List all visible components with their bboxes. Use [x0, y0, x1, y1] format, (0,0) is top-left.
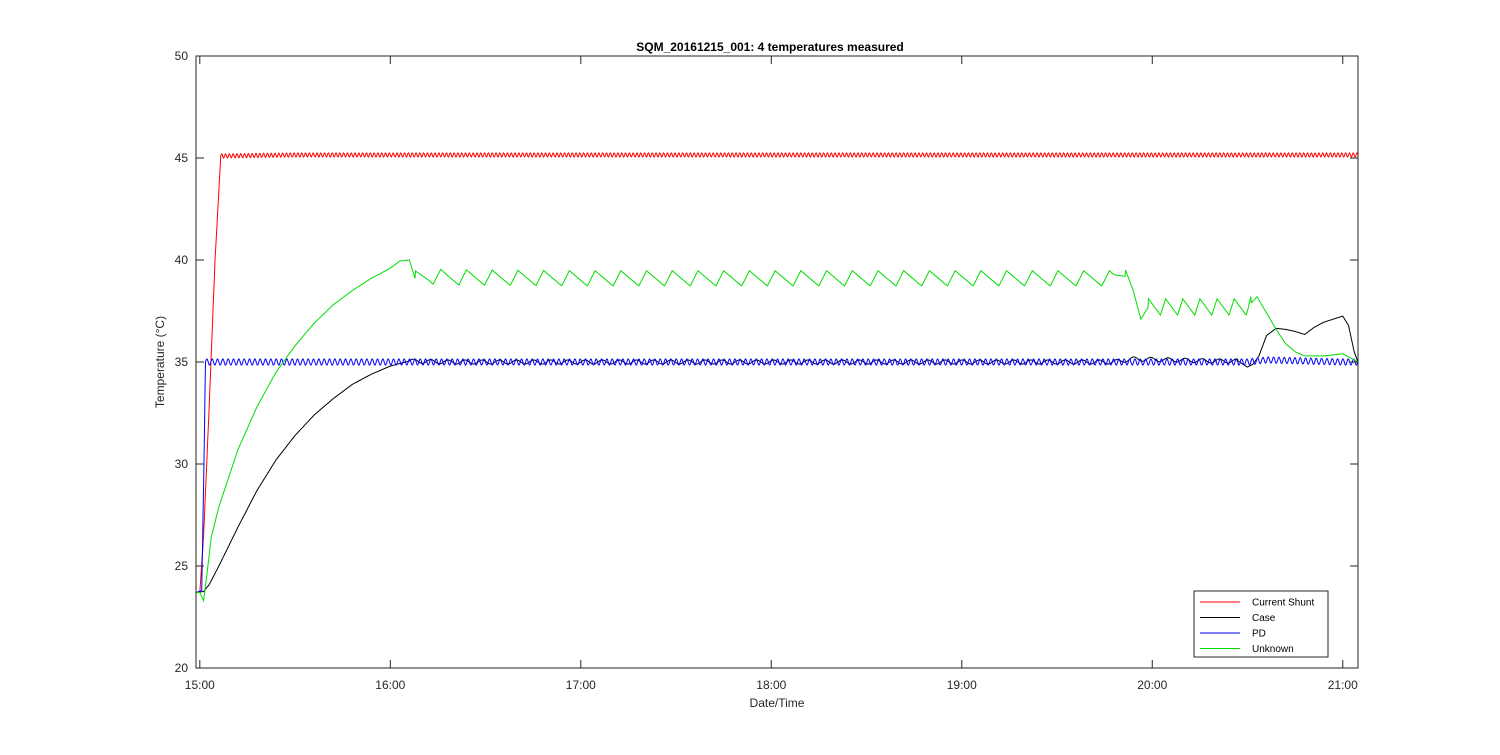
- legend-label: Current Shunt: [1252, 598, 1314, 609]
- y-axis-label: Temperature (°C): [153, 316, 167, 408]
- legend-label: Case: [1252, 613, 1276, 624]
- x-tick-label: 19:00: [947, 678, 977, 692]
- series-line-pd: [195, 356, 1359, 593]
- x-tick-label: 16:00: [375, 678, 405, 692]
- x-tick-label: 15:00: [185, 678, 215, 692]
- series-line-case: [196, 315, 1359, 593]
- x-tick-label: 17:00: [566, 678, 596, 692]
- chart-title: SQM_20161215_001: 4 temperatures measure…: [636, 40, 904, 54]
- y-tick-label: 45: [175, 151, 189, 165]
- series-layer: [195, 152, 1359, 603]
- y-tick-label: 25: [175, 559, 189, 573]
- y-tick-label: 35: [175, 355, 189, 369]
- ticks-layer: 20 25 30 35 40 45 50 15:00 16:00 17:00 18:00 19:00 2…: [175, 49, 1358, 692]
- legend-label: Unknown: [1252, 644, 1294, 655]
- series-line-unknown: [196, 259, 1359, 603]
- y-tick-label: 50: [175, 49, 189, 63]
- x-tick-label: 21:00: [1328, 678, 1358, 692]
- x-axis-label: Date/Time: [750, 696, 805, 710]
- y-tick-label: 30: [175, 457, 189, 471]
- legend-label: PD: [1252, 629, 1266, 640]
- y-tick-label: 20: [175, 661, 189, 675]
- legend: Current Shunt Case PD Unknown: [1193, 590, 1329, 658]
- x-tick-label: 18:00: [756, 678, 786, 692]
- series-line-current-shunt: [196, 152, 1359, 593]
- y-tick-label: 40: [175, 253, 189, 267]
- x-tick-label: 20:00: [1137, 678, 1167, 692]
